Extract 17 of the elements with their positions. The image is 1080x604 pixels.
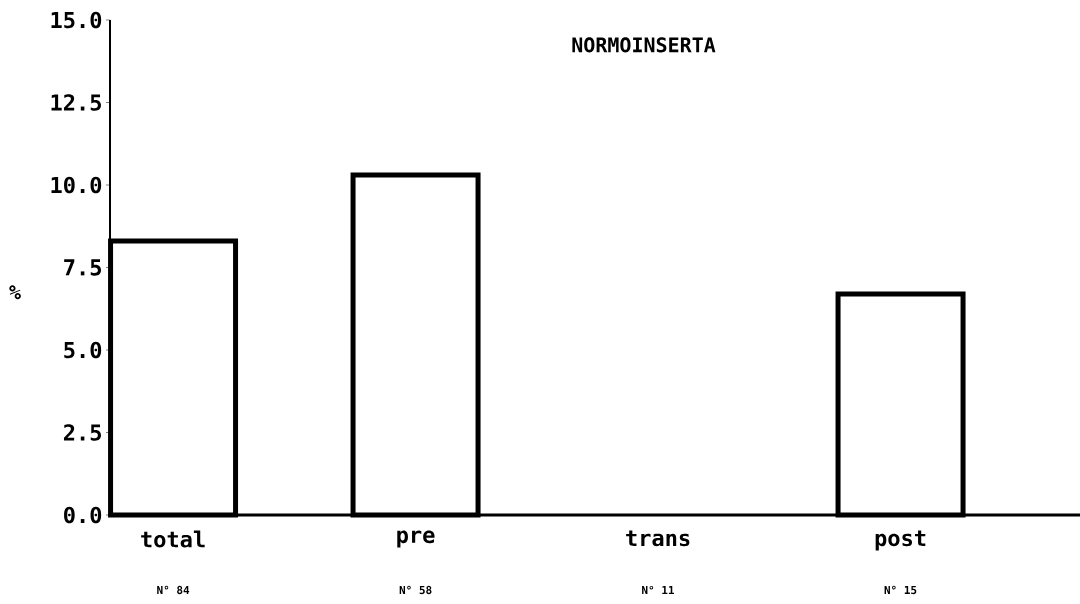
y-tick-label: 12.5: [51, 94, 101, 111]
x-tick-label: post: [875, 530, 926, 551]
y-tick-label: 2.5: [63, 424, 101, 441]
y-tick-label: 10.0: [51, 176, 102, 194]
y-tick-label: 7.5: [64, 259, 101, 276]
x-tick-label: pre: [397, 530, 435, 548]
text: N° 15: [884, 585, 917, 595]
y-tick-label: 15.0: [51, 11, 102, 29]
y-axis-title: %: [9, 285, 21, 300]
text: N° 58: [399, 585, 432, 595]
text: N° 11: [642, 585, 675, 595]
x-tick-label: trans: [626, 530, 690, 547]
text: N° 84: [157, 585, 190, 595]
text: NORMOINSERTA: [572, 37, 716, 53]
y-tick-label: 5.0: [64, 341, 102, 359]
y-tick-label: 0.0: [64, 506, 102, 524]
x-tick-label: total: [141, 530, 205, 548]
